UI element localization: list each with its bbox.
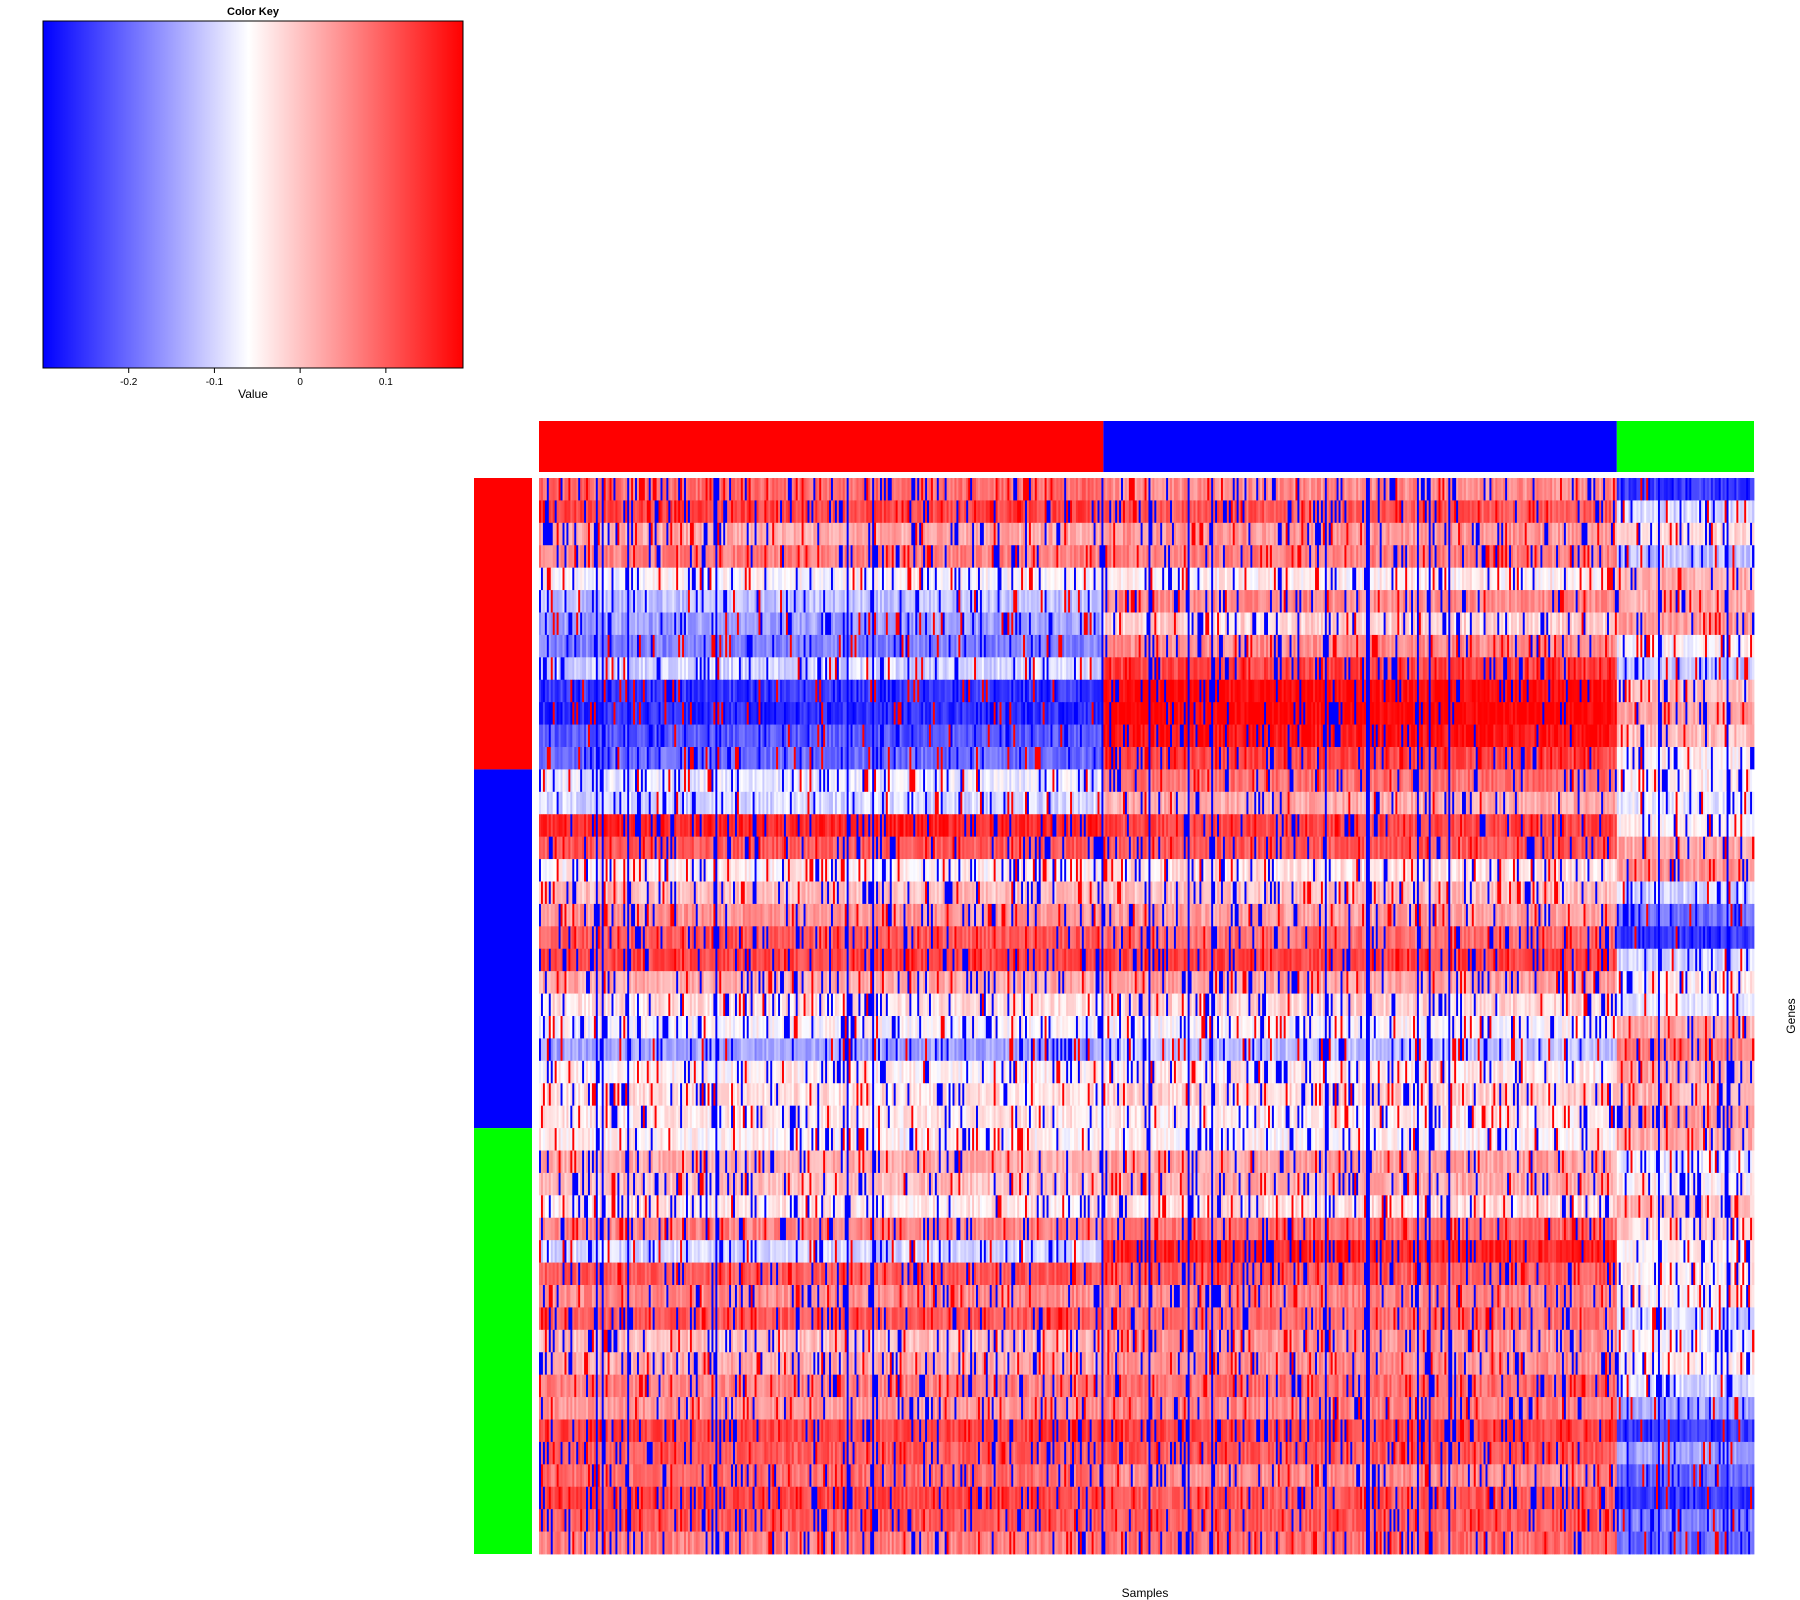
heatmap-cell [1223,500,1227,523]
heatmap-cell [1452,478,1456,501]
heatmap-cell [1587,478,1591,501]
color-key-title: Color Key [227,6,280,18]
heatmap-cell [1293,500,1297,523]
column-side-colors [539,421,1754,472]
heatmap-cell [1752,500,1754,523]
heatmap-cell [713,523,717,546]
heatmap-cell [911,478,915,501]
heatmap-cell [1421,478,1425,501]
heatmap-cell [1017,500,1021,523]
heatmap-cell [594,523,598,546]
heatmap-cell [694,500,698,523]
color-key-tick-label: 0.1 [379,377,393,388]
heatmap-cell [1115,478,1119,501]
heatmap-cell [647,500,651,523]
heatmap-cell [653,478,657,501]
color-key-value-label: Value [238,387,268,401]
heatmap-cell [1272,478,1276,501]
heatmap-cell [1413,478,1417,501]
row-group-bar-3 [474,1128,532,1554]
heatmap-row [539,523,1754,546]
heatmap-cell [1288,500,1292,523]
heatmap-cell [704,523,708,546]
heatmap-cell [1148,500,1152,523]
heatmap-cell [723,500,727,523]
heatmap-cell [741,500,745,523]
heatmap-row [539,478,1754,501]
heatmap-cell [690,523,694,546]
column-group-bar-1 [539,421,1103,472]
heatmap-cell [888,478,892,501]
heatmap-cell [1013,478,1017,501]
heatmap-cell [911,523,915,546]
heatmap-cell [1133,500,1137,523]
color-key: Color Key -0.2 -0.1 0 0.1 Value [43,6,463,401]
heatmap-cell [1427,478,1431,501]
heatmap-cell [1752,478,1754,501]
heatmap-figure: Color Key -0.2 -0.1 0 0.1 Value Samples Gen… [0,0,1800,1600]
heatmap-cell [1366,478,1370,501]
heatmap-cell [543,523,553,546]
color-key-bar [43,21,463,368]
heatmap-row [539,500,1754,523]
heatmap-cell [839,500,843,523]
heatmap-cell [1390,478,1396,501]
heatmap-cell [713,500,717,523]
heatmap-cell [655,500,659,523]
row-group-bar-2 [474,769,532,1128]
heatmap-cell [713,478,719,501]
color-key-tick-label: -0.1 [206,377,224,388]
row-group-bar-1 [474,478,532,769]
heatmap-cell [1082,478,1086,501]
heatmap-cell [1595,500,1599,523]
color-key-tick-label: -0.2 [120,377,138,388]
color-key-ticks: -0.2 -0.1 0 0.1 [120,368,393,388]
heatmap-cell [990,500,994,523]
heatmap-cells [539,478,1754,1554]
heatmap-cell [639,478,645,501]
heatmap-cell [1362,478,1366,501]
heatmap-cell [1366,500,1370,523]
heatmap-cell [1023,478,1029,501]
color-key-tick-label: 0 [297,377,303,388]
heatmap-cell [1129,478,1135,501]
column-group-bar-3 [1617,421,1754,472]
row-side-colors [474,478,532,1554]
heatmap-cell [1047,500,1051,523]
heatmap-cell [731,478,735,501]
column-group-bar-2 [1103,421,1616,472]
heatmap-cell [788,478,792,501]
heatmap-cell [545,500,549,523]
